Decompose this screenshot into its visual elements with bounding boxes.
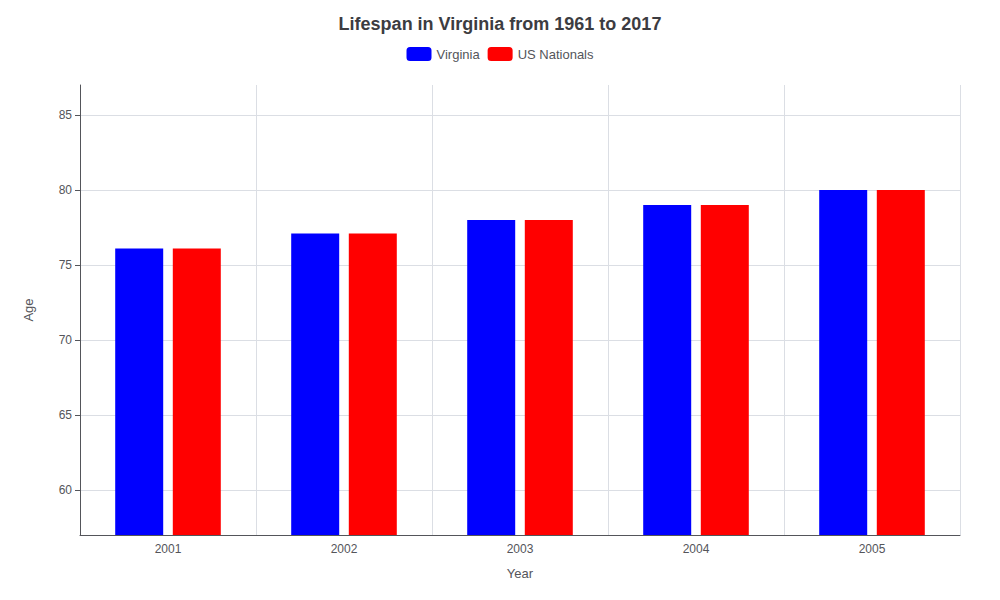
svg-text:2004: 2004 bbox=[683, 542, 710, 556]
svg-text:2005: 2005 bbox=[859, 542, 886, 556]
svg-text:Year: Year bbox=[507, 566, 534, 581]
svg-text:Age: Age bbox=[21, 298, 36, 321]
svg-text:US Nationals: US Nationals bbox=[518, 47, 594, 62]
svg-text:80: 80 bbox=[59, 183, 73, 197]
svg-text:Virginia: Virginia bbox=[437, 47, 481, 62]
svg-text:85: 85 bbox=[59, 108, 73, 122]
svg-text:Lifespan in Virginia from 1961: Lifespan in Virginia from 1961 to 2017 bbox=[339, 14, 662, 34]
svg-text:2001: 2001 bbox=[155, 542, 182, 556]
svg-text:65: 65 bbox=[59, 408, 73, 422]
svg-text:2002: 2002 bbox=[331, 542, 358, 556]
svg-text:60: 60 bbox=[59, 483, 73, 497]
svg-text:70: 70 bbox=[59, 333, 73, 347]
svg-text:2003: 2003 bbox=[507, 542, 534, 556]
svg-text:75: 75 bbox=[59, 258, 73, 272]
